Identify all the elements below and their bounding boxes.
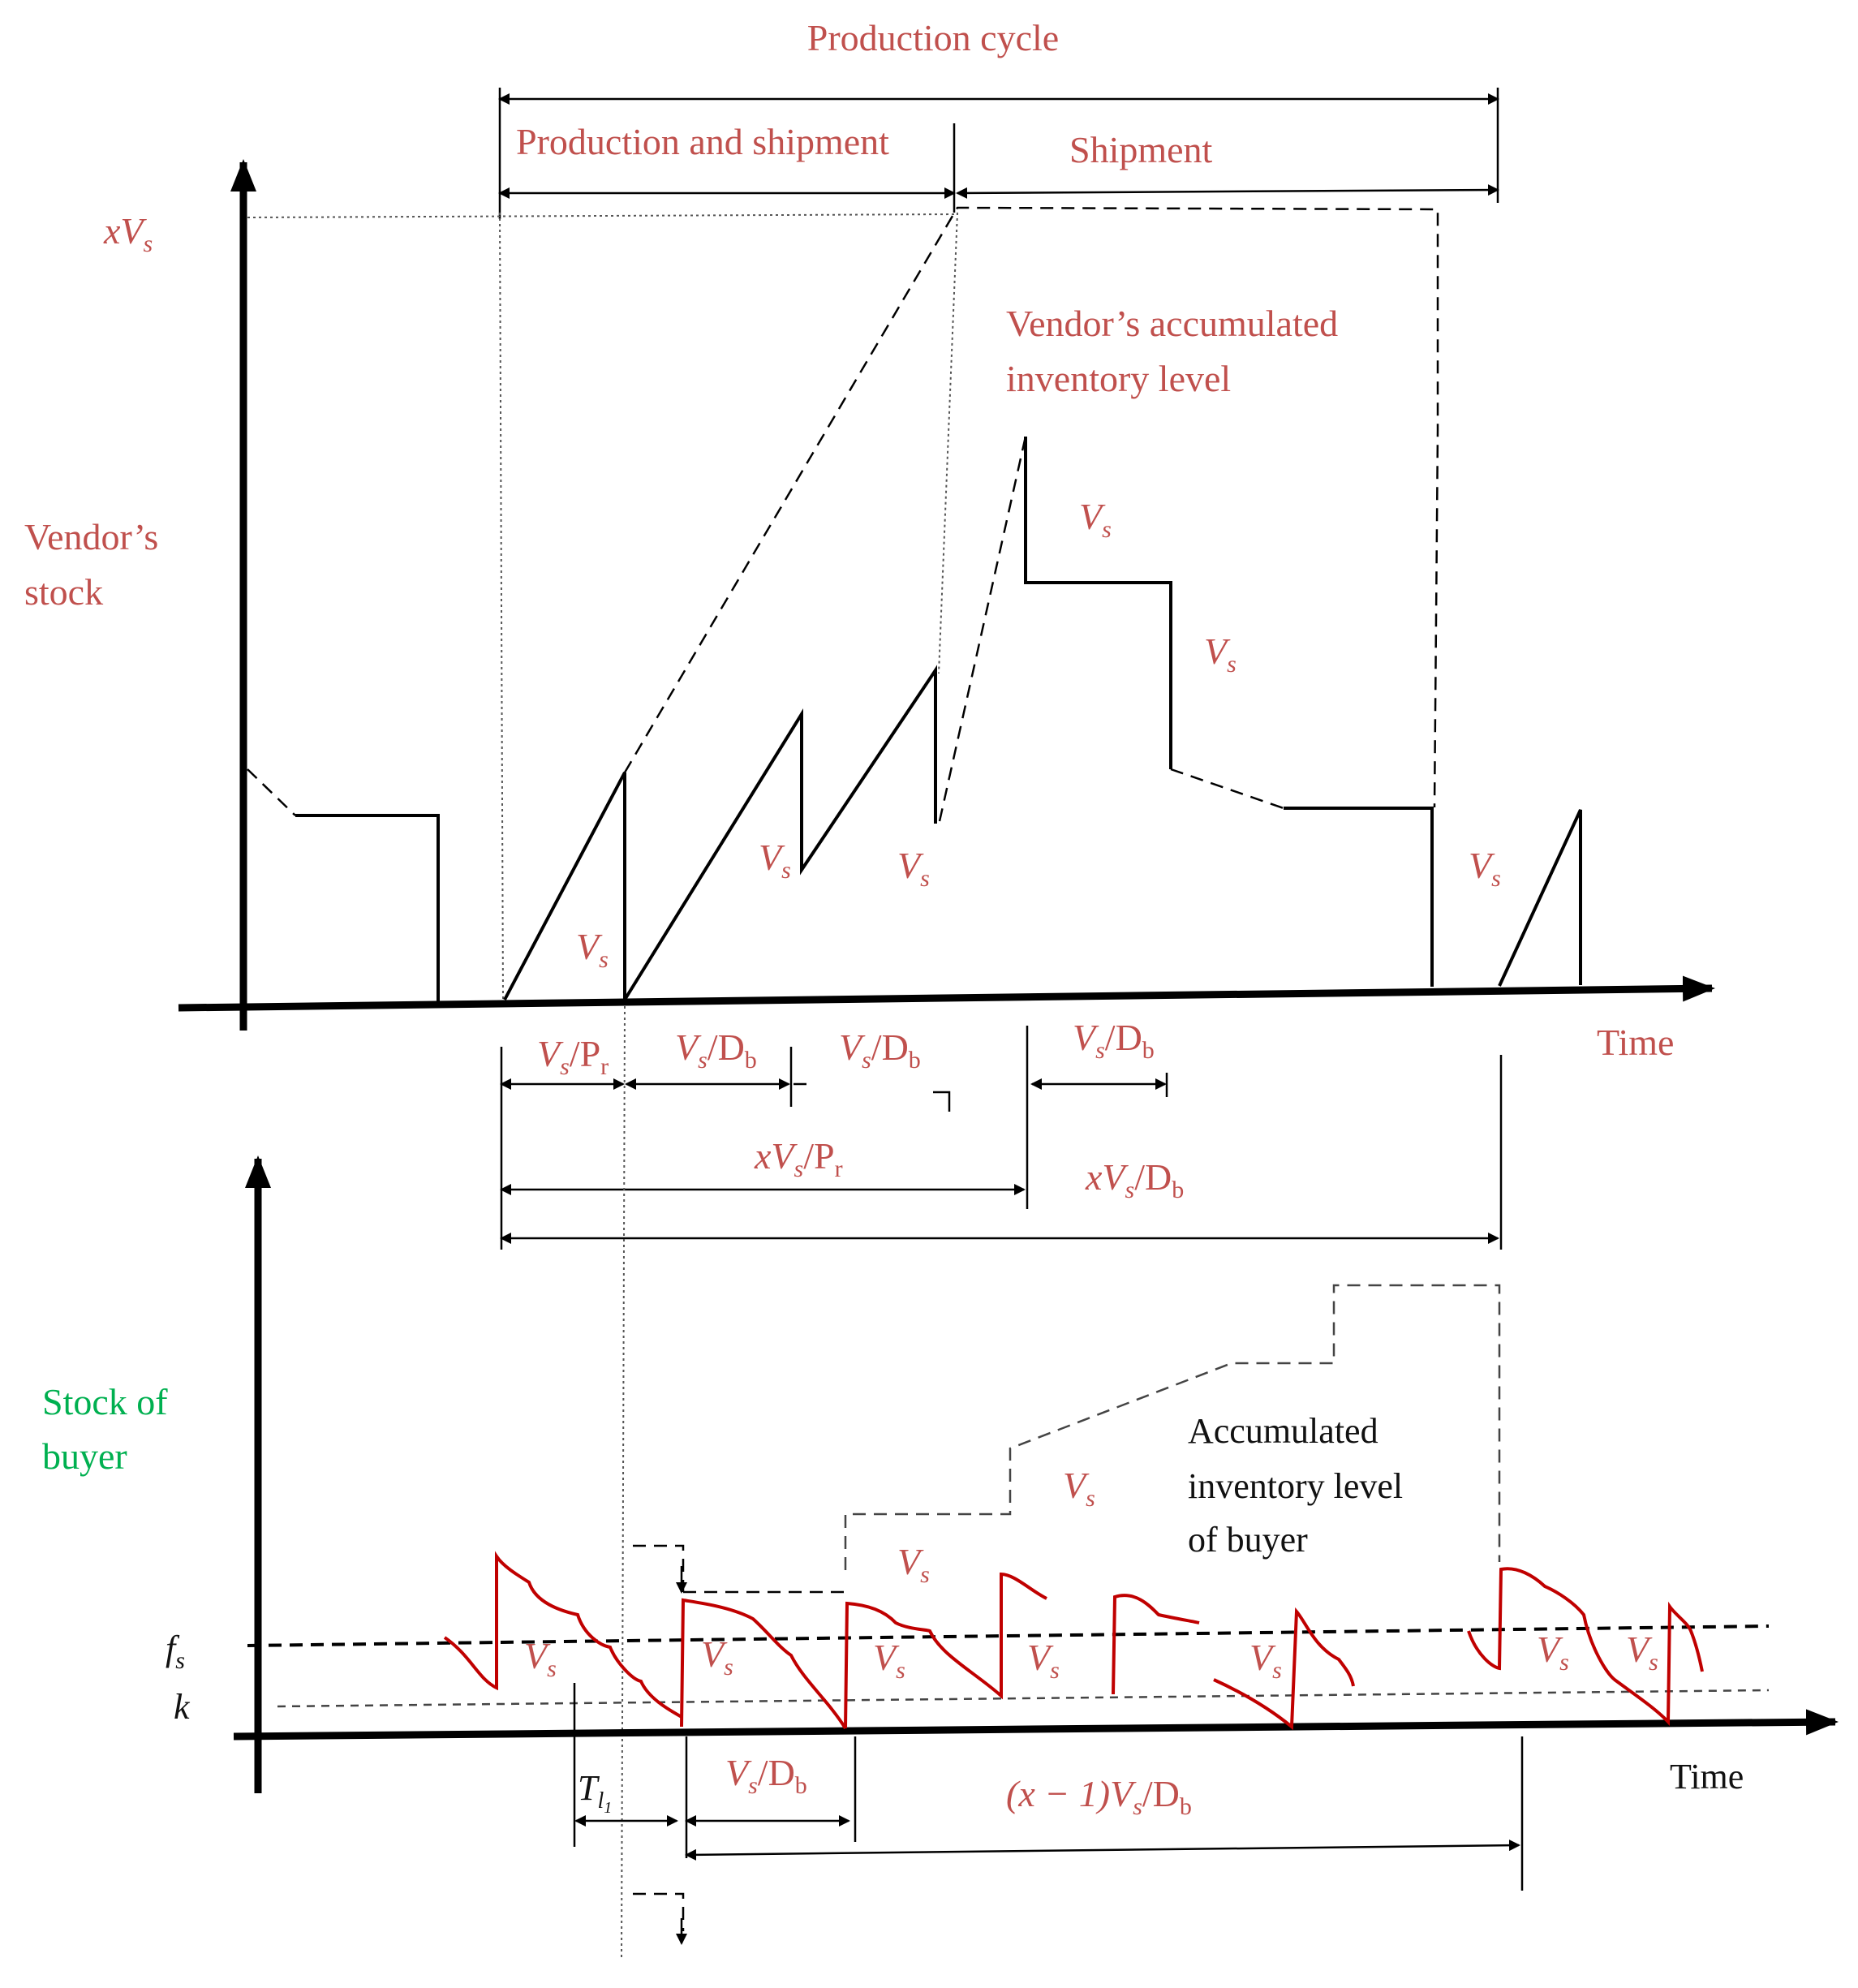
- vendor-initial-stock-solid: [295, 814, 440, 1001]
- buyer-vs-label-7: Vs: [1249, 1637, 1282, 1684]
- vendor-next-batch: [1498, 809, 1582, 987]
- interval-xvs-pr-label: xVs/Pr: [754, 1135, 843, 1182]
- k-line: [277, 1689, 1770, 1708]
- interval-vs-db-label-1: Vs/Db: [675, 1026, 757, 1074]
- buyer-inventory-curve-4: [1112, 1594, 1200, 1695]
- vendor-vs-label-2: Vs: [759, 837, 791, 884]
- buyer-inventory-curve-2: [680, 1598, 847, 1730]
- buyer-vs-label-4: Vs: [897, 1541, 930, 1588]
- interval-vs-pr-label: Vs/Pr: [537, 1033, 609, 1080]
- vendor-initial-stock: [247, 768, 296, 816]
- buyer-axis-label: Stock of: [42, 1381, 168, 1422]
- buyer-interval-vs-db-label: Vs/Db: [725, 1752, 807, 1799]
- vendor-peak-label: xVs: [103, 210, 153, 257]
- buyer-accumulated-envelope: [844, 1284, 1501, 1570]
- vendor-vs-label-1: Vs: [576, 926, 609, 973]
- buyer-vs-label-3: Vs: [873, 1637, 905, 1684]
- vendor-peak-guide: [247, 213, 958, 218]
- vendor-vs-label-5: Vs: [1204, 630, 1237, 678]
- vendor-peak-dotted-drop: [938, 212, 958, 674]
- buyer-inventory-curve-5: [1213, 1607, 1355, 1731]
- shipment-label: Shipment: [1069, 129, 1213, 170]
- vendor-accumulated-label-2: inventory level: [1006, 358, 1231, 399]
- buyer-vs-label-5: Vs: [1063, 1465, 1095, 1512]
- buyer-time-axis: [233, 1709, 1839, 1741]
- vendor-vs-label-3: Vs: [897, 845, 930, 892]
- buyer-accumulated-label-2: inventory level: [1188, 1466, 1403, 1506]
- vendor-accumulated-envelope: [623, 206, 1439, 808]
- diagram-title: Production cycle: [807, 17, 1059, 58]
- buyer-time-label: Time: [1670, 1757, 1744, 1797]
- interval-vs-db-label-3: Vs/Db: [1073, 1017, 1155, 1064]
- interval-vs-db-label-2: Vs/Db: [839, 1026, 921, 1074]
- buyer-accumulated-label-3: of buyer: [1188, 1520, 1308, 1560]
- vendor-vs-label-6: Vs: [1469, 845, 1501, 892]
- vendor-time-axis: [178, 975, 1715, 1012]
- cycle-start-dotted-vertical: [621, 1005, 626, 1961]
- vendor-accumulated-label: Vendor’s accumulated: [1006, 303, 1338, 344]
- buyer-vs-label-6: Vs: [1027, 1637, 1060, 1684]
- interval-xvs-db-label: xVs/Db: [1085, 1156, 1184, 1203]
- buyer-inventory-curve-1: [443, 1551, 683, 1719]
- buyer-inventory-curve-3: [844, 1572, 1047, 1729]
- vendor-batch-2: [623, 665, 937, 1001]
- buyer-vs-label-8: Vs: [1537, 1629, 1569, 1676]
- vendor-vs-label-4: Vs: [1079, 496, 1112, 543]
- buyer-vs-label-1: Vs: [524, 1635, 557, 1682]
- fs-line: [247, 1624, 1770, 1647]
- buyer-accumulated-label: Accumulated: [1188, 1411, 1378, 1451]
- vendor-shipments: [1024, 437, 1172, 769]
- shipment-arrow: [956, 184, 1499, 199]
- buyer-vs-label-2: Vs: [701, 1633, 733, 1680]
- vendor-shipments-dash: [1170, 768, 1284, 810]
- production-and-shipment-label: Production and shipment: [516, 121, 889, 162]
- vendor-accumulated-envelope-b: [938, 436, 1027, 822]
- buyer-axis-label-2: buyer: [42, 1435, 127, 1477]
- vendor-start-dotted-drop: [499, 212, 504, 1000]
- vendor-batch-1: [503, 772, 626, 1000]
- buyer-lead-time-dashed-bottom: [633, 1892, 685, 1931]
- lead-time-label: Tl1: [578, 1768, 612, 1817]
- buyer-interval-xm1-arrow: [685, 1840, 1520, 1861]
- buyer-inventory-curve-6: [1467, 1567, 1704, 1726]
- buyer-vs-label-9: Vs: [1626, 1629, 1658, 1676]
- vendor-shipments-end: [1284, 807, 1434, 987]
- interval-small-mark: [933, 1091, 951, 1112]
- vendor-axis-label-2: stock: [24, 571, 103, 613]
- buyer-lead-time-dashed-top: [633, 1544, 685, 1592]
- fs-label: fs: [166, 1629, 185, 1674]
- vendor-time-label: Time: [1597, 1022, 1674, 1063]
- buyer-interval-xm1-label: (x − 1)Vs/Db: [1006, 1773, 1192, 1820]
- vendor-axis-label: Vendor’s: [24, 516, 158, 557]
- k-label: k: [174, 1687, 191, 1727]
